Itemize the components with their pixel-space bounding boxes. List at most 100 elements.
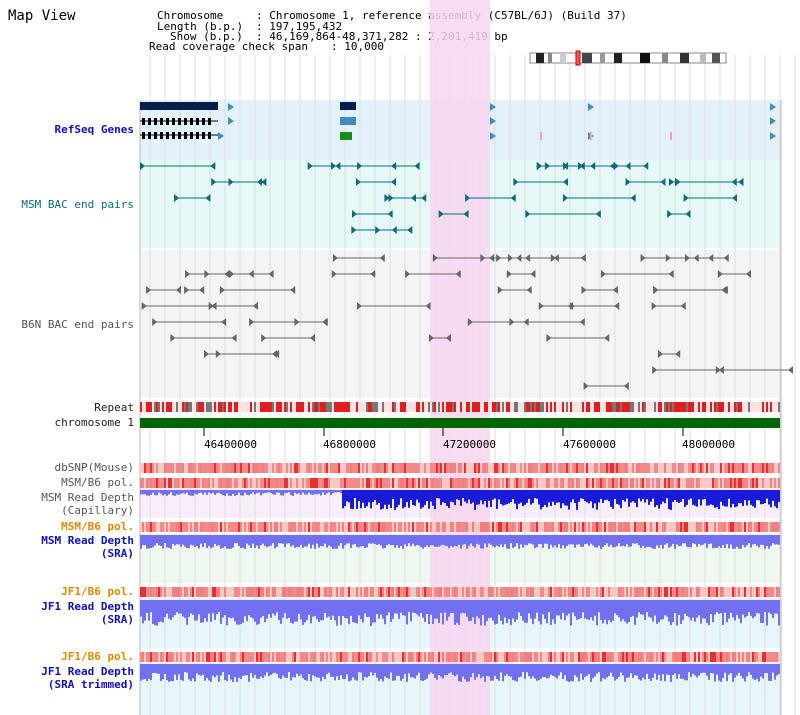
msm-b6-pol-band: [370, 478, 372, 488]
msm-capillary-depth: [226, 490, 228, 494]
msm-b6-pol-band: [310, 478, 312, 488]
msm-sra-depth: [246, 535, 248, 544]
jf1-sra-depth: [748, 600, 750, 613]
jf1-b6-pol-band: [186, 587, 188, 597]
jf1-b6-pol2-band: [402, 652, 404, 662]
jf1-b6-pol-band: [768, 587, 770, 597]
msm-sra-depth: [192, 535, 194, 546]
repeat-mark: [536, 402, 538, 412]
msm-sra-depth: [182, 535, 184, 545]
jf1-b6-pol-band: [300, 587, 302, 597]
msm-b6-pol2-band: [360, 522, 362, 532]
jf1-sra-depth: [442, 600, 444, 625]
dbsnp-band: [422, 463, 424, 473]
msm-b6-pol2-band: [470, 522, 472, 532]
msm-sra-depth: [736, 535, 738, 547]
jf1-b6-pol-band: [150, 587, 152, 597]
jf1-sra-depth: [618, 600, 620, 618]
repeat-mark: [502, 402, 504, 412]
msm-b6-pol-band: [154, 478, 156, 488]
repeat-mark: [618, 402, 620, 412]
msm-capillary-depth: [432, 490, 434, 506]
msm-b6-pol2-band: [292, 522, 294, 532]
msm-bac-pair-end: [732, 194, 738, 202]
msm-b6-pol2-band: [664, 522, 666, 532]
jf1-sra-depth: [708, 600, 710, 626]
msm-sra-depth: [656, 535, 658, 546]
msm-capillary-depth: [354, 490, 356, 499]
msm-b6-pol-band: [644, 478, 646, 488]
dbsnp-band: [190, 463, 192, 473]
jf1-sra-depth: [642, 600, 644, 615]
msm-b6-pol-band: [682, 478, 684, 488]
msm-capillary-depth: [416, 490, 418, 500]
gene-exon: [178, 118, 181, 125]
dbsnp-band: [754, 463, 756, 473]
repeat-mark: [690, 402, 692, 412]
msm-sra-depth: [444, 535, 446, 546]
jf1-b6-pol2-band: [624, 652, 626, 662]
msm-b6-pol2-band: [354, 522, 356, 532]
msm-capillary-depth: [466, 490, 468, 504]
msm-capillary-depth: [692, 490, 694, 505]
msm-b6-pol2-band: [264, 522, 266, 532]
ideogram-band: [536, 53, 544, 63]
msm-sra-depth: [196, 535, 198, 547]
msm-b6-pol-band: [750, 478, 752, 488]
msm-b6-pol2-band: [426, 522, 428, 532]
jf1-b6-pol2-band: [532, 652, 534, 662]
msm-capillary-depth: [772, 490, 774, 501]
jf1-b6-pol2-band: [334, 652, 336, 662]
jf1-trim-depth: [672, 664, 674, 676]
jf1-sra-depth: [692, 600, 694, 618]
dbsnp-band: [368, 463, 370, 473]
msm-b6-pol2-band: [718, 522, 720, 532]
jf1-trim-depth: [764, 664, 766, 674]
jf1-b6-pol2-band: [392, 652, 394, 662]
repeat-mark: [446, 402, 448, 412]
jf1-trim-depth: [416, 664, 418, 676]
jf1-sra-depth: [330, 600, 332, 620]
msm-b6-pol2-band: [462, 522, 464, 532]
dbsnp-band: [722, 463, 724, 473]
jf1-sra-depth: [378, 600, 380, 619]
jf1-trim-depth: [680, 664, 682, 679]
jf1-trim-depth: [606, 664, 608, 678]
track-label-b6n-bac[interactable]: B6N BAC end pairs: [21, 318, 134, 331]
jf1-sra-depth: [168, 600, 170, 619]
msm-b6-pol2-band: [554, 522, 556, 532]
track-label-refseq[interactable]: RefSeq Genes: [54, 123, 134, 136]
msm-bac-pair-end: [261, 178, 267, 186]
jf1-b6-pol-band: [214, 587, 216, 597]
repeat-mark: [158, 402, 160, 412]
jf1-sra-depth: [270, 600, 272, 618]
repeat-mark: [276, 402, 278, 412]
msm-b6-pol-band: [562, 478, 564, 488]
msm-b6-pol-band: [428, 478, 430, 488]
jf1-trim-depth: [264, 664, 266, 676]
msm-sra-depth: [754, 535, 756, 545]
msm-b6-pol2-band: [704, 522, 706, 532]
dbsnp-band: [642, 463, 644, 473]
jf1-b6-pol2-band: [524, 652, 526, 662]
msm-b6-pol-band: [742, 478, 744, 488]
jf1-sra-depth: [714, 600, 716, 615]
jf1-b6-pol2-band: [620, 652, 622, 662]
dbsnp-band: [732, 463, 734, 473]
jf1-sra-depth: [560, 600, 562, 620]
track-label-msm-bac[interactable]: MSM BAC end pairs: [21, 198, 134, 211]
msm-capillary-depth: [548, 490, 550, 503]
jf1-b6-pol-band: [754, 587, 756, 597]
repeat-mark: [416, 402, 418, 412]
msm-sra-depth: [436, 535, 438, 547]
jf1-b6-pol-band: [520, 587, 522, 597]
jf1-b6-pol2-band: [328, 652, 330, 662]
jf1-sra-depth: [554, 600, 556, 624]
msm-b6-pol2-band: [150, 522, 152, 532]
dbsnp-band: [634, 463, 636, 473]
msm-b6-pol2-band: [184, 522, 186, 532]
jf1-sra-depth: [240, 600, 242, 625]
dbsnp-band: [612, 463, 614, 473]
jf1-trim-depth: [482, 664, 484, 677]
